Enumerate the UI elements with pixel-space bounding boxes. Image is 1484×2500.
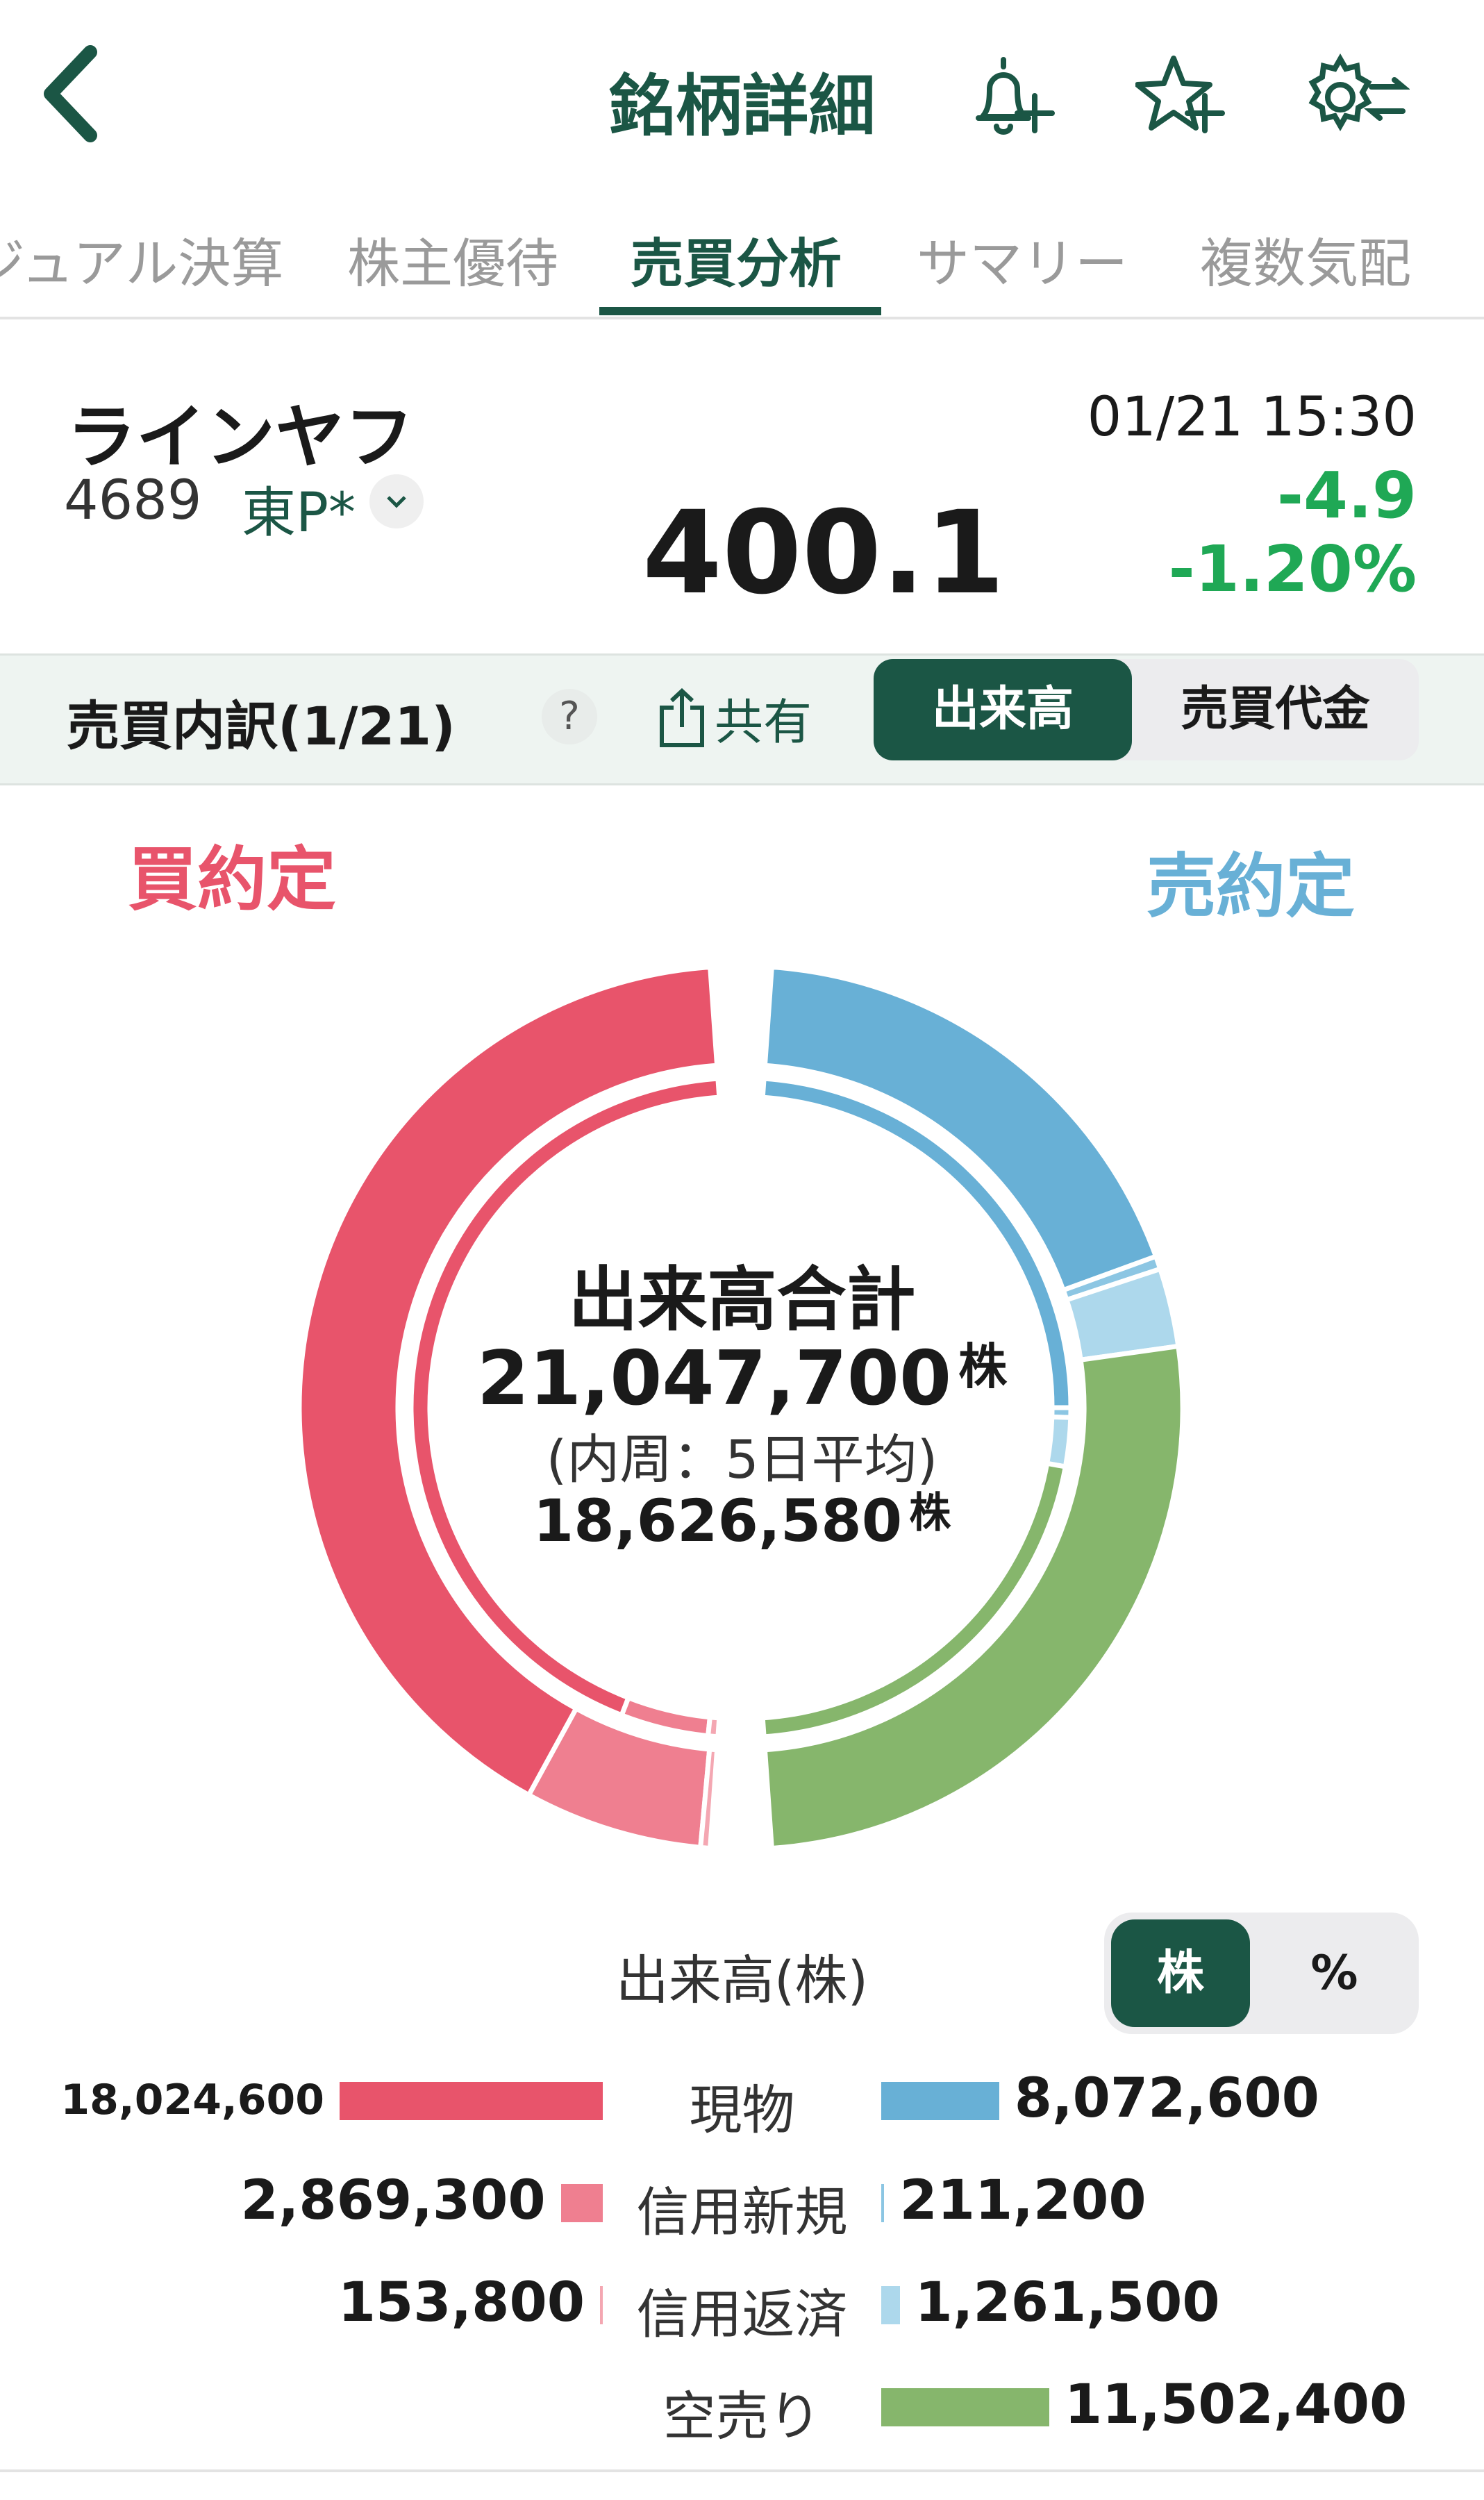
inner-buy-segment-0 — [408, 1076, 722, 1719]
buy-bar — [560, 2184, 603, 2222]
sell-value: 1,261,500 — [915, 2272, 1220, 2334]
toggle-percent[interactable]: % — [1310, 1946, 1358, 2001]
breakdown-title: 売買内訳(1/21) — [67, 695, 456, 757]
toggle-trading-value[interactable]: 売買代金 — [1181, 682, 1370, 737]
star-plus-icon — [1135, 56, 1225, 133]
sell-value: 11,502,400 — [1064, 2374, 1408, 2436]
help-button[interactable]: ? — [542, 689, 597, 744]
five-day-average: 18,626,580 — [533, 1487, 903, 1555]
stock-name: ラインヤフ — [67, 397, 414, 478]
outer-buy-segment-2 — [697, 1747, 720, 1851]
current-price: 400.1 — [642, 486, 1005, 619]
market-label[interactable]: 東P* — [242, 482, 356, 544]
legend-row-label: 現物 — [689, 2079, 795, 2141]
toggle-volume[interactable]: 出来高 — [874, 659, 1132, 760]
breakdown-toolbar: 売買内訳(1/21) ? 共有 出来高 売買代金 — [0, 653, 1484, 785]
tab-bar: ジュアル決算 株主優待 売買分析 サマリー 複数気配 — [0, 208, 1484, 319]
tab-visual-earnings[interactable]: ジュアル決算 — [0, 233, 284, 294]
legend-row-label: 空売り — [662, 2385, 822, 2447]
volume-donut-chart — [297, 964, 1185, 1851]
total-unit: 株 — [958, 1338, 1008, 1395]
back-chevron-icon — [44, 45, 97, 142]
buy-side-label: 買約定 — [128, 839, 336, 920]
stock-code: 4689 — [64, 469, 202, 532]
share-icon — [660, 688, 704, 747]
chevron-down-icon — [387, 496, 406, 508]
settings-button[interactable] — [1299, 52, 1410, 142]
legend-row-label: 信用返済 — [636, 2283, 848, 2345]
metric-toggle: 出来高 売買代金 — [874, 659, 1419, 760]
gear-swap-icon — [1308, 53, 1410, 132]
buy-bar — [600, 2286, 603, 2324]
alert-button[interactable] — [969, 54, 1059, 138]
favorite-button[interactable] — [1135, 54, 1226, 138]
inner-buy-segment-2 — [705, 1714, 722, 1740]
page-title: 銘柄詳細 — [608, 67, 876, 145]
outer-buy-segment-1 — [525, 1705, 712, 1851]
sell-value: 211,200 — [899, 2169, 1147, 2232]
inner-unit: 株 — [909, 1489, 951, 1538]
buy-value: 2,869,300 — [240, 2169, 546, 2232]
buy-value: 18,024,600 — [60, 2076, 324, 2124]
outer-sell-segment-0 — [762, 964, 1160, 1294]
price-change-percent: -1.20% — [1168, 532, 1417, 606]
back-button[interactable] — [38, 45, 101, 142]
toggle-shares[interactable]: 株 — [1111, 1919, 1250, 2027]
outer-sell-segment-3 — [762, 1343, 1185, 1851]
active-tab-indicator — [599, 307, 881, 315]
tab-shareholder-benefits[interactable]: 株主優待 — [347, 233, 558, 294]
divider — [0, 2469, 1484, 2472]
total-volume: 21,047,700 — [476, 1335, 952, 1422]
market-dropdown-button[interactable] — [369, 474, 424, 528]
quote-datetime: 01/21 15:30 — [1087, 386, 1417, 449]
tab-trade-analysis[interactable]: 売買分析 — [631, 233, 842, 294]
inner-sell-segment-3 — [760, 1460, 1069, 1740]
sell-bar — [881, 2388, 1049, 2426]
sell-value: 8,072,600 — [1014, 2067, 1319, 2130]
buy-value: 153,800 — [337, 2272, 585, 2334]
price-change: -4.9 — [1276, 458, 1417, 533]
unit-toggle: 株 % — [1104, 1912, 1419, 2034]
bell-plus-icon — [976, 57, 1055, 135]
sell-bar — [881, 2286, 900, 2324]
sell-bar — [881, 2184, 885, 2222]
buy-bar — [340, 2082, 603, 2120]
share-button[interactable]: 共有 — [656, 680, 812, 756]
tab-multi-quotes[interactable]: 複数気配 — [1200, 233, 1411, 294]
tab-summary[interactable]: サマリー — [917, 233, 1128, 294]
legend-row-label: 信用新規 — [636, 2181, 848, 2243]
center-title: 出来高合計 — [568, 1259, 916, 1340]
share-label: 共有 — [715, 693, 812, 751]
legend-title: 出来高(株) — [615, 1949, 869, 2011]
inner-buy-segment-1 — [618, 1694, 713, 1739]
sell-bar — [881, 2082, 999, 2120]
center-total: 21,047,700 株 — [0, 1328, 1484, 1422]
inner-ring-label: (内周：5日平均) — [546, 1428, 938, 1490]
outer-buy-segment-0 — [297, 964, 720, 1799]
sell-side-label: 売約定 — [1147, 846, 1355, 927]
inner-total: 18,626,580 株 — [0, 1479, 1484, 1555]
